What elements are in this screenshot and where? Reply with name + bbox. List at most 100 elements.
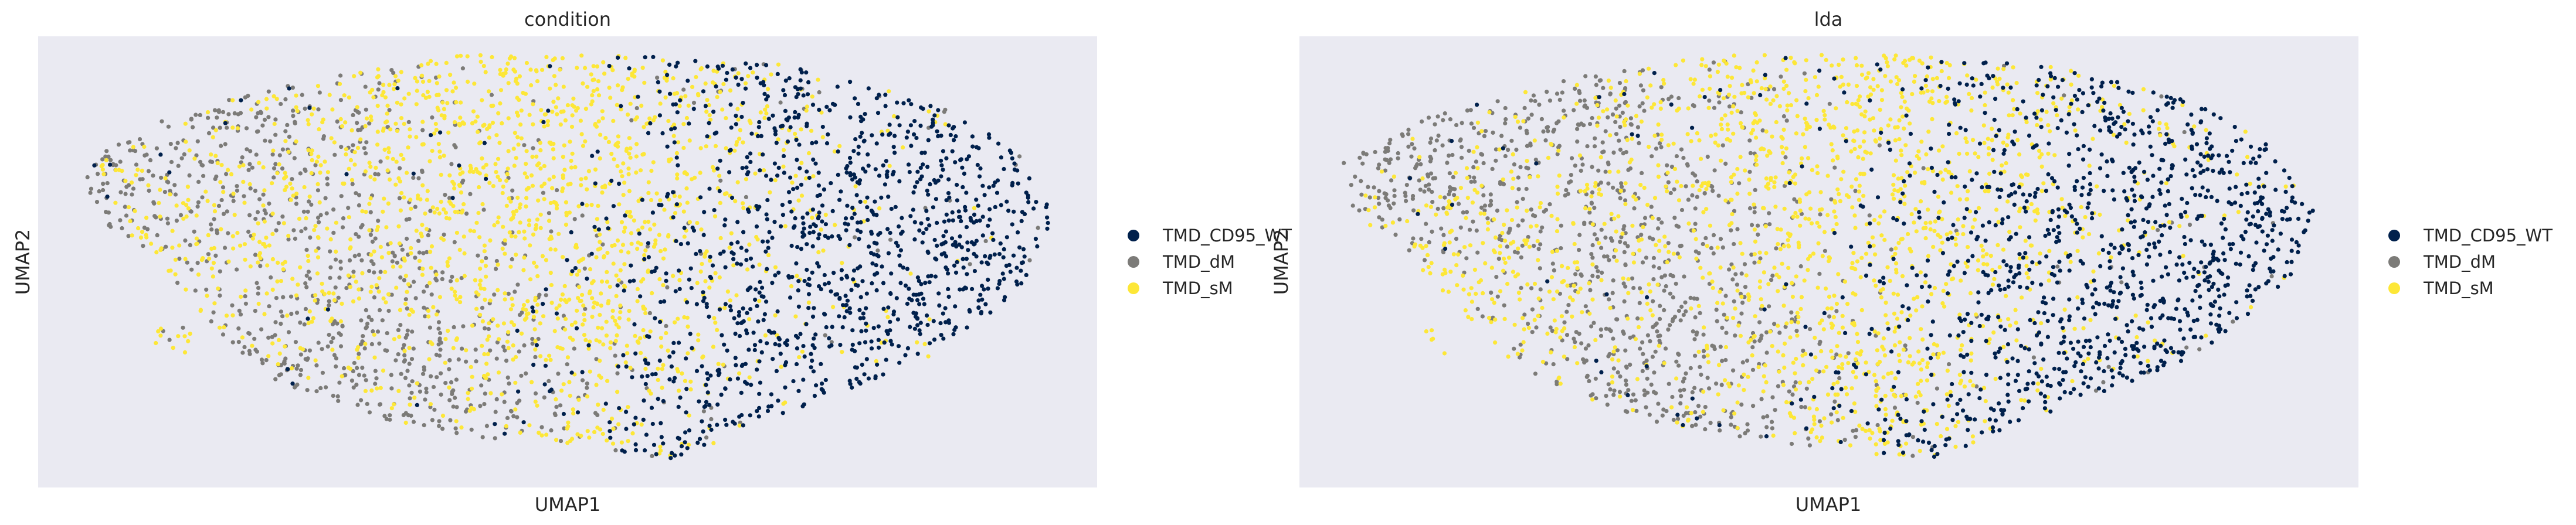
data-point [1613, 120, 1618, 124]
data-point [454, 278, 459, 282]
data-point [286, 149, 291, 154]
data-point [641, 417, 646, 422]
data-point [781, 164, 786, 169]
data-point [619, 440, 624, 445]
data-point [1440, 288, 1445, 293]
data-point [1528, 143, 1533, 148]
data-point [650, 454, 654, 458]
data-point [1994, 207, 1999, 212]
data-point [1819, 423, 1824, 428]
data-point [406, 145, 410, 150]
data-point [613, 318, 617, 323]
data-point [235, 126, 240, 131]
data-point [1635, 125, 1640, 129]
data-point [919, 151, 924, 155]
data-point [1600, 270, 1604, 275]
data-point [764, 173, 769, 178]
data-point [452, 143, 457, 148]
data-point [764, 111, 769, 116]
data-point [887, 163, 892, 168]
data-point [454, 54, 460, 59]
data-point [434, 352, 439, 357]
data-point [684, 410, 688, 415]
data-point [788, 200, 792, 204]
data-point [1590, 392, 1595, 397]
data-point [636, 240, 640, 245]
data-point [89, 186, 94, 191]
data-point [747, 242, 752, 247]
data-point [919, 221, 924, 226]
data-point [517, 97, 521, 103]
data-point [356, 356, 361, 360]
data-point [1373, 149, 1377, 155]
data-point [1421, 268, 1426, 272]
data-point [350, 182, 355, 186]
data-point [480, 343, 484, 348]
data-point [477, 235, 482, 240]
data-point [1391, 174, 1396, 179]
data-point [263, 138, 267, 143]
data-point [183, 257, 188, 261]
data-point [494, 133, 499, 138]
data-point [931, 117, 935, 122]
data-point [956, 209, 961, 214]
data-point [1659, 145, 1664, 149]
data-point [1495, 294, 1500, 299]
data-point [691, 107, 696, 111]
data-point [428, 340, 433, 345]
data-point [598, 359, 602, 363]
data-point [955, 182, 959, 188]
data-point [1701, 332, 1706, 337]
data-point [1004, 235, 1009, 240]
data-point [531, 363, 536, 367]
data-point [952, 138, 956, 142]
data-point [972, 269, 977, 274]
data-point [1445, 161, 1450, 165]
data-point [627, 279, 632, 284]
data-point [303, 306, 308, 312]
data-point [748, 307, 753, 312]
data-point [175, 281, 180, 285]
data-point [420, 128, 425, 132]
data-point [398, 264, 403, 269]
data-point [792, 115, 797, 120]
data-point [591, 88, 596, 93]
data-point [423, 397, 427, 402]
data-point [1714, 381, 1719, 386]
data-point [1732, 241, 1736, 247]
data-point [452, 325, 456, 330]
data-point [264, 97, 269, 101]
data-point [1541, 129, 1546, 134]
data-point [480, 156, 484, 161]
data-point [907, 170, 912, 175]
data-point [839, 189, 843, 194]
data-point [482, 249, 487, 254]
data-point [1776, 289, 1780, 294]
data-point [748, 256, 754, 261]
data-point [766, 246, 771, 250]
data-point [1443, 111, 1447, 116]
data-point [400, 247, 405, 252]
data-point [1681, 413, 1686, 418]
data-point [409, 251, 413, 255]
data-point [1565, 357, 1570, 362]
data-point [384, 417, 389, 421]
data-point [1582, 220, 1587, 225]
data-point [757, 120, 762, 125]
data-point [166, 124, 171, 129]
data-point [385, 348, 389, 353]
data-point [192, 229, 196, 234]
data-point [646, 241, 650, 246]
data-point [880, 264, 884, 269]
data-point [592, 429, 597, 435]
data-point [369, 388, 374, 393]
data-point [1428, 159, 1433, 163]
legend-item: TMD_sM [1128, 278, 1233, 298]
data-point [1903, 343, 1908, 348]
data-point [206, 252, 211, 257]
data-point [1027, 176, 1031, 180]
data-point [595, 87, 600, 92]
data-point [1904, 441, 1909, 446]
data-point [718, 90, 722, 94]
data-point [245, 147, 249, 152]
